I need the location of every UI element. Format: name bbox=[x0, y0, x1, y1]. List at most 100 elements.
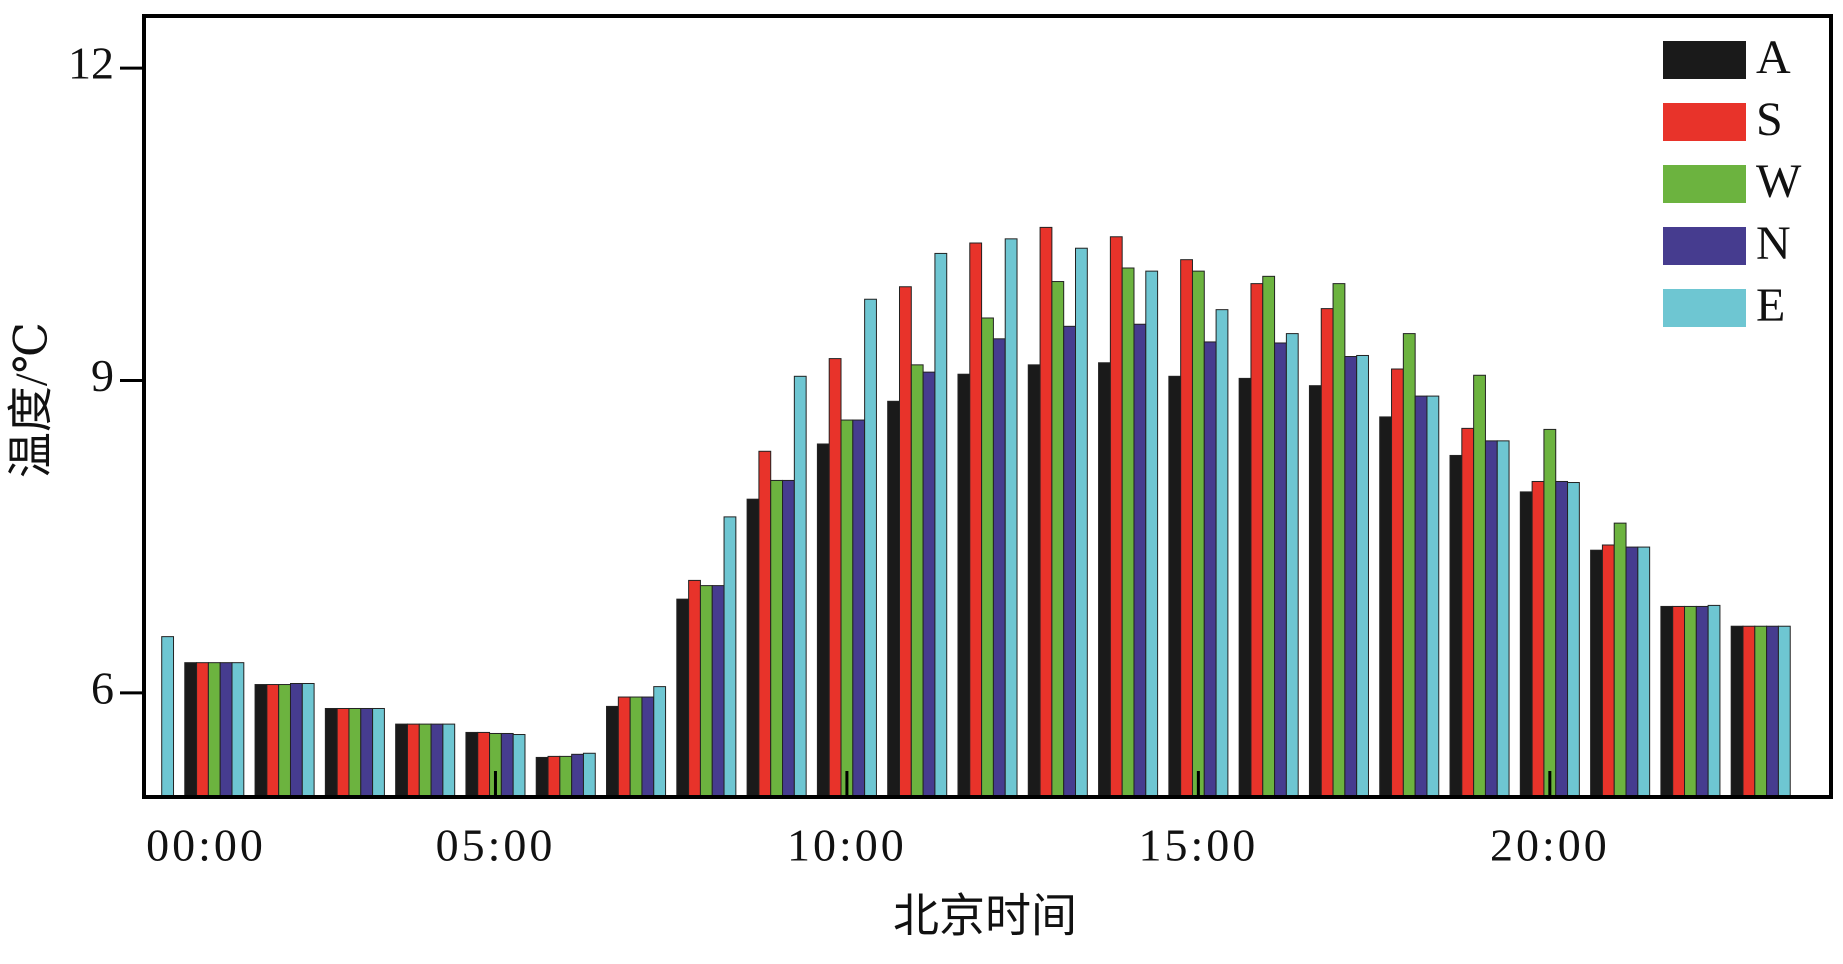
bar bbox=[418, 723, 432, 797]
plot-area bbox=[161, 226, 1791, 797]
bar bbox=[348, 707, 362, 797]
legend-label: A bbox=[1756, 31, 1791, 84]
bar bbox=[1613, 522, 1627, 797]
bar bbox=[1027, 364, 1041, 797]
bar bbox=[1414, 395, 1428, 797]
bar bbox=[653, 686, 667, 797]
bar bbox=[1180, 259, 1193, 797]
bar bbox=[1051, 281, 1065, 797]
legend-label: S bbox=[1756, 93, 1783, 146]
y-tick-label: 9 bbox=[91, 350, 114, 401]
bar bbox=[992, 338, 1006, 797]
bar bbox=[395, 723, 408, 797]
x-axis-title: 北京时间 bbox=[893, 891, 1077, 942]
bar bbox=[1168, 375, 1182, 797]
bar bbox=[582, 752, 596, 797]
bar bbox=[1461, 427, 1475, 797]
bar bbox=[196, 662, 209, 797]
bar bbox=[1109, 236, 1123, 797]
plot-frame bbox=[142, 14, 1833, 799]
bar bbox=[1695, 605, 1709, 797]
bar bbox=[641, 696, 655, 797]
bar bbox=[922, 371, 936, 797]
bar bbox=[1742, 625, 1756, 797]
legend-swatch bbox=[1663, 165, 1746, 203]
bar bbox=[1121, 267, 1135, 797]
bar bbox=[1285, 333, 1299, 797]
bar bbox=[512, 734, 526, 797]
bar bbox=[324, 707, 338, 797]
bar bbox=[372, 707, 385, 797]
bar bbox=[442, 723, 456, 797]
bar bbox=[887, 400, 900, 797]
bar bbox=[1730, 625, 1744, 797]
bar bbox=[1332, 283, 1346, 797]
bar bbox=[477, 731, 491, 797]
bar bbox=[617, 696, 631, 797]
bar bbox=[1075, 247, 1088, 797]
x-tick-label: 20:00 bbox=[1490, 820, 1610, 871]
bar bbox=[1625, 546, 1639, 797]
x-tick-label: 05:00 bbox=[436, 820, 556, 871]
bar bbox=[1004, 238, 1018, 797]
bar bbox=[770, 479, 784, 797]
bar bbox=[1484, 440, 1498, 797]
bar bbox=[1660, 605, 1674, 797]
bar bbox=[278, 684, 291, 797]
bar bbox=[1238, 377, 1252, 797]
x-tick-label: 10:00 bbox=[787, 820, 907, 871]
bar bbox=[1777, 625, 1791, 797]
bar bbox=[1519, 491, 1533, 797]
bar bbox=[559, 755, 573, 797]
bar bbox=[1308, 385, 1322, 797]
bar bbox=[699, 585, 713, 797]
legend-swatch bbox=[1663, 289, 1746, 327]
bar bbox=[406, 723, 420, 797]
bar bbox=[957, 373, 971, 797]
bar bbox=[336, 707, 350, 797]
bar bbox=[161, 636, 175, 797]
legend-swatch bbox=[1663, 227, 1746, 265]
bar bbox=[1133, 323, 1147, 797]
bar bbox=[1039, 226, 1053, 797]
bar bbox=[910, 364, 924, 797]
bar bbox=[934, 252, 948, 797]
bar bbox=[793, 375, 807, 797]
bar bbox=[1766, 625, 1779, 797]
legend-label: E bbox=[1756, 279, 1785, 332]
bar bbox=[1567, 482, 1580, 797]
bar bbox=[1402, 333, 1416, 797]
bar bbox=[782, 479, 795, 797]
bar bbox=[1601, 544, 1615, 797]
bar bbox=[184, 662, 198, 797]
x-tick-label: 15:00 bbox=[1138, 820, 1258, 871]
bar bbox=[981, 317, 994, 797]
bar bbox=[1215, 309, 1229, 797]
bar bbox=[1543, 428, 1557, 797]
bar bbox=[1672, 605, 1686, 797]
bar bbox=[1473, 374, 1486, 797]
bar bbox=[289, 682, 303, 797]
legend-swatch bbox=[1663, 103, 1746, 141]
bar bbox=[1684, 605, 1697, 797]
bar bbox=[1191, 270, 1205, 797]
bar bbox=[758, 450, 772, 797]
bar bbox=[1262, 275, 1276, 797]
bar bbox=[207, 662, 221, 797]
bar bbox=[360, 707, 374, 797]
bar bbox=[676, 598, 690, 797]
bar bbox=[1320, 308, 1334, 797]
y-tick-label: 12 bbox=[68, 38, 114, 89]
bar bbox=[1356, 354, 1369, 797]
bar bbox=[571, 753, 584, 797]
bar bbox=[1555, 480, 1569, 797]
bar bbox=[1203, 341, 1217, 797]
bar bbox=[864, 298, 877, 797]
bar bbox=[629, 696, 643, 797]
bar bbox=[606, 705, 619, 797]
bar bbox=[1379, 416, 1393, 797]
bar bbox=[430, 723, 444, 797]
bar bbox=[1707, 604, 1721, 797]
bar bbox=[254, 684, 268, 797]
